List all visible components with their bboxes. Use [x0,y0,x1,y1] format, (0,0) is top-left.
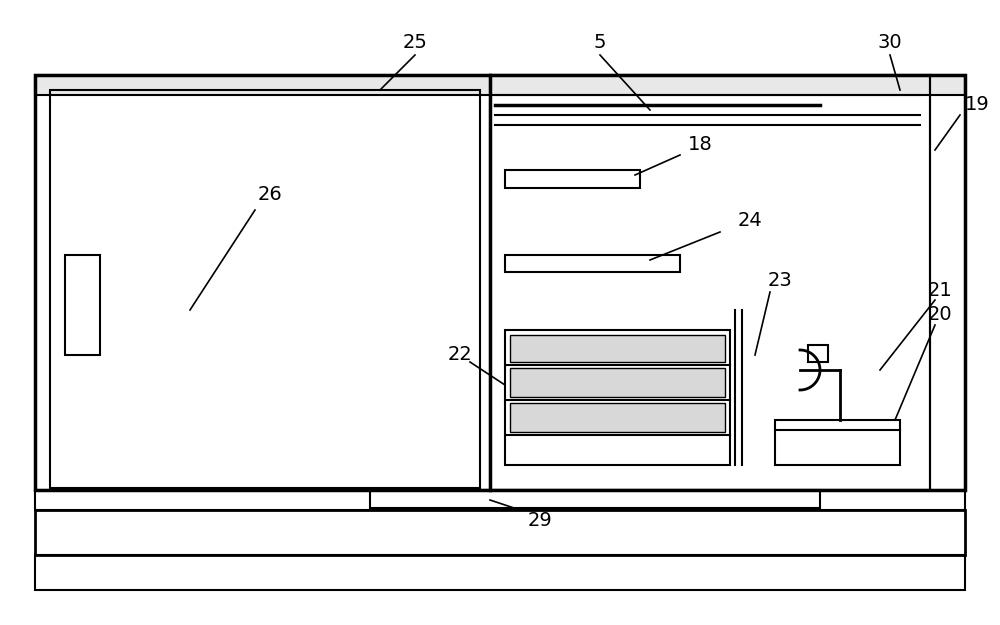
Text: 30: 30 [878,32,902,51]
Bar [505,170,640,188]
Bar [35,510,965,555]
Text: 19: 19 [965,96,990,114]
Text: 21: 21 [928,281,952,299]
Text: 20: 20 [928,306,952,324]
Bar [35,555,965,590]
Bar [510,335,725,362]
Text: 22: 22 [448,346,472,364]
Text: 29: 29 [528,511,552,529]
Bar [505,255,680,272]
Bar [370,490,820,508]
Bar [50,90,480,488]
Text: 26: 26 [258,186,282,204]
Bar [65,255,100,355]
Bar [510,368,725,397]
Bar [775,420,900,465]
Text: 18: 18 [688,136,712,154]
Bar [505,330,730,465]
Text: 25: 25 [403,32,427,51]
Bar [35,490,965,510]
Text: 5: 5 [594,32,606,51]
Bar [35,75,965,95]
Text: 24: 24 [738,211,762,229]
Text: 23: 23 [768,271,792,289]
Bar [35,75,965,490]
Bar [808,345,828,362]
Bar [510,403,725,432]
Bar [490,75,930,490]
